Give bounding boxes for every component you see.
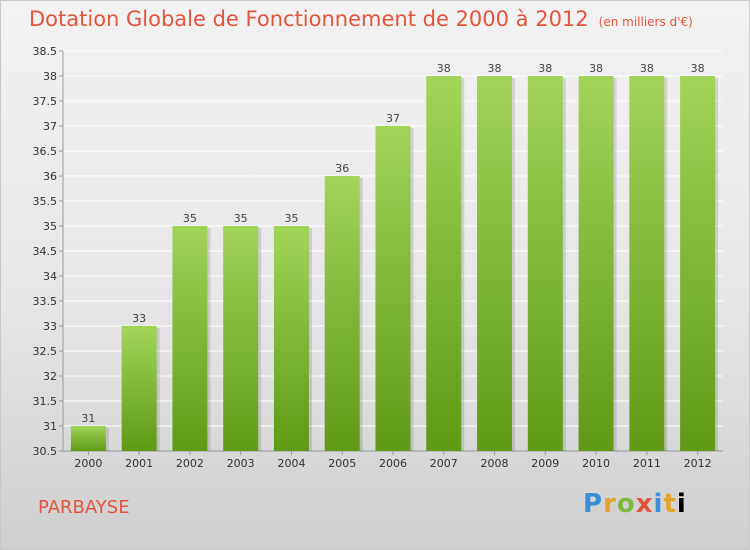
y-tick-label: 37 (43, 120, 57, 133)
x-tick-label: 2003 (227, 457, 255, 470)
bar (223, 226, 259, 451)
y-tick-label: 33 (43, 320, 57, 333)
bar (426, 76, 462, 451)
x-tick-label: 2011 (633, 457, 661, 470)
y-tick-label: 36 (43, 170, 57, 183)
data-labels: 31 33 35 35 35 36 37 38 38 38 38 38 38 (81, 62, 704, 425)
bars (70, 76, 719, 451)
y-tick-label: 31.5 (33, 395, 58, 408)
data-label: 35 (234, 212, 248, 225)
chart-title: Dotation Globale de Fonctionnement de 20… (29, 7, 693, 31)
bar (172, 226, 208, 451)
bar (375, 126, 411, 451)
data-label: 35 (183, 212, 197, 225)
bar (324, 176, 360, 451)
data-label: 38 (640, 62, 654, 75)
x-tick-label: 2002 (176, 457, 204, 470)
bar (70, 426, 106, 451)
y-tick-label: 35.5 (33, 195, 58, 208)
x-tick-label: 2007 (430, 457, 458, 470)
x-tick-label: 2005 (328, 457, 356, 470)
x-tick-label: 2006 (379, 457, 407, 470)
data-label: 38 (538, 62, 552, 75)
bar (477, 76, 513, 451)
y-tick-label: 38 (43, 70, 57, 83)
y-tick-label: 34.5 (33, 245, 58, 258)
x-tick-label: 2010 (582, 457, 610, 470)
data-label: 37 (386, 112, 400, 125)
bar (680, 76, 716, 451)
y-tick-label: 32 (43, 370, 57, 383)
x-tick-label: 2008 (481, 457, 509, 470)
y-tick-label: 36.5 (33, 145, 58, 158)
y-tick-label: 34 (43, 270, 57, 283)
y-tick-label: 30.5 (33, 445, 58, 458)
data-label: 38 (589, 62, 603, 75)
bar (527, 76, 563, 451)
x-tick-label: 2000 (74, 457, 102, 470)
place-name: PARBAYSE (38, 497, 130, 518)
data-label: 31 (81, 412, 95, 425)
y-tick-label: 33.5 (33, 295, 58, 308)
brand-logo: Proxiti (583, 489, 687, 519)
chart-unit: (en milliers d'€) (598, 15, 693, 29)
bar (578, 76, 614, 451)
y-tick-label: 37.5 (33, 95, 58, 108)
chart-title-text: Dotation Globale de Fonctionnement de 20… (29, 7, 589, 31)
data-label: 36 (335, 162, 349, 175)
x-tick-label: 2012 (684, 457, 712, 470)
x-tick-label: 2001 (125, 457, 153, 470)
x-tick-label: 2004 (277, 457, 305, 470)
data-label: 35 (284, 212, 298, 225)
y-tick-label: 35 (43, 220, 57, 233)
data-label: 33 (132, 312, 146, 325)
y-tick-label: 31 (43, 420, 57, 433)
y-tick-label: 38.5 (33, 45, 58, 58)
bar (629, 76, 665, 451)
x-tick-label: 2009 (531, 457, 559, 470)
data-label: 38 (691, 62, 705, 75)
data-label: 38 (488, 62, 502, 75)
y-tick-label: 32.5 (33, 345, 58, 358)
bar (273, 226, 309, 451)
data-label: 38 (437, 62, 451, 75)
bar (121, 326, 157, 451)
